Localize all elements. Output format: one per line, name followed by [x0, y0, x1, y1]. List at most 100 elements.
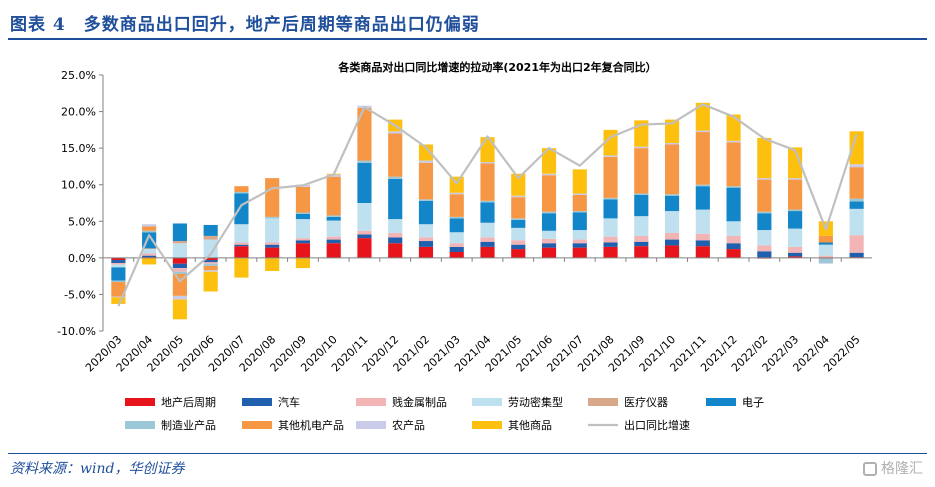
bar-segment — [265, 218, 280, 243]
bar-segment — [726, 235, 741, 244]
bar-segment — [449, 232, 464, 244]
legend-label: 劳动密集型 — [508, 395, 563, 409]
bar-segment — [357, 203, 372, 231]
bar-segment — [234, 193, 249, 225]
bar-segment — [818, 244, 833, 256]
bar-segment — [572, 243, 587, 248]
legend-label: 医疗仪器 — [624, 395, 668, 409]
bar-segment — [326, 176, 341, 216]
bar-segment — [203, 270, 218, 272]
bar-segment — [603, 197, 618, 200]
bar-segment — [695, 184, 710, 187]
bar-segment — [234, 192, 249, 194]
bar-segment — [511, 195, 526, 198]
bar-segment — [664, 144, 680, 195]
bar-segment — [418, 200, 434, 225]
watermark-logo-icon — [863, 462, 877, 476]
bar-segment — [849, 164, 864, 168]
bar-segment — [603, 218, 618, 237]
bar-segment — [480, 137, 495, 163]
bar-segment — [757, 245, 772, 252]
bar-segment — [757, 178, 772, 180]
bar-segment — [142, 255, 157, 258]
bar-segment — [295, 257, 311, 269]
bar-segment — [234, 244, 249, 247]
bar-segment — [664, 232, 680, 240]
bar-segment — [511, 173, 526, 196]
bar-segment — [664, 211, 680, 233]
y-tick-label: 15.0% — [61, 142, 96, 155]
bar-segment — [818, 255, 833, 258]
bar-segment — [541, 247, 557, 258]
bar-segment — [757, 230, 772, 246]
bar-segment — [757, 251, 772, 258]
bar-segment — [203, 239, 218, 258]
bar-segment — [788, 252, 803, 257]
bar-segment — [695, 132, 710, 185]
bar-segment — [788, 228, 803, 247]
bar-segment — [357, 160, 372, 163]
bar-segment — [326, 236, 341, 240]
bar-segment — [449, 194, 464, 217]
bar-segment — [603, 246, 618, 258]
bar-segment — [541, 211, 557, 214]
bar-segment — [634, 235, 649, 242]
legend-swatch — [706, 398, 736, 406]
bar-segment — [142, 257, 157, 265]
bar-segment — [418, 246, 434, 258]
bar-segment — [295, 240, 311, 244]
bar-segment — [695, 240, 710, 247]
bar-segment — [172, 295, 187, 300]
bar-segment — [234, 224, 249, 243]
legend-swatch — [356, 421, 386, 429]
bar-segment — [357, 238, 372, 258]
bar-segment — [634, 241, 649, 247]
chart-title: 各类商品对出口同比增速的拉动率(2021年为出口2年复合同比） — [337, 60, 656, 74]
bar-segment — [849, 198, 864, 202]
legend-swatch — [472, 398, 502, 406]
bar-segment — [849, 201, 864, 209]
bar-segment — [726, 114, 741, 141]
bar-segment — [849, 235, 864, 253]
bar-segment — [357, 230, 372, 235]
bar-segment — [388, 243, 403, 258]
bar-segment — [541, 243, 557, 248]
bar-segment — [418, 199, 434, 201]
bar-segment — [541, 148, 557, 174]
bar-segment — [265, 244, 280, 248]
bar-segment — [111, 264, 126, 268]
bar-segment — [480, 237, 495, 242]
bar-segment — [388, 176, 403, 179]
y-tick-label: 10.0% — [61, 179, 96, 192]
bar-segment — [172, 263, 187, 269]
legend-swatch — [242, 398, 272, 406]
bar-segment — [818, 262, 833, 264]
bar-segment — [295, 212, 311, 214]
bar-segment — [634, 148, 649, 194]
bar-segment — [757, 211, 772, 214]
y-tick-label: 0.0% — [68, 252, 96, 265]
legend-label: 电子 — [742, 396, 764, 409]
bar-segment — [634, 246, 649, 258]
bar-segment — [511, 249, 526, 258]
bar-segment — [295, 213, 311, 220]
bar-segment — [480, 202, 495, 223]
bar-segment — [664, 119, 680, 144]
bar-segment — [295, 186, 311, 213]
bar-segment — [295, 243, 311, 258]
bar-segment — [541, 175, 557, 212]
bar-segment — [695, 186, 710, 210]
legend-label: 农产品 — [392, 418, 425, 432]
bar-segment — [295, 238, 311, 241]
bar-segment — [634, 193, 649, 195]
bar-segment — [511, 227, 526, 241]
bar-segment — [480, 162, 495, 164]
bar-segment — [541, 230, 557, 239]
legend-swatch — [125, 421, 155, 429]
bar-segment — [234, 257, 249, 278]
bar-segment — [757, 179, 772, 212]
bar-segment — [142, 230, 157, 233]
bar-segment — [111, 280, 126, 282]
bar-segment — [418, 224, 434, 238]
